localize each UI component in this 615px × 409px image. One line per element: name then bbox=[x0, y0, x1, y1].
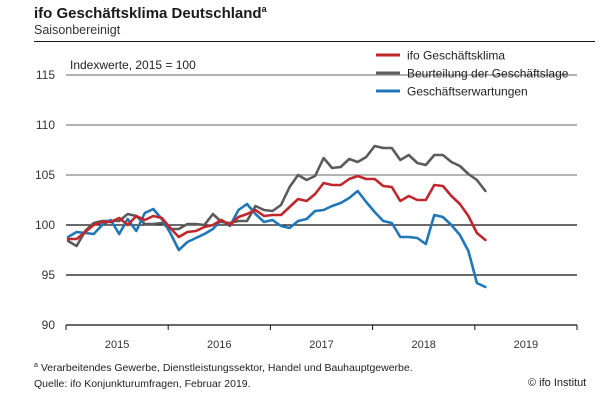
footnote-marker: a bbox=[34, 362, 38, 369]
x-tick-label: 2017 bbox=[309, 339, 333, 351]
legend-label: Geschäftserwartungen bbox=[407, 85, 528, 99]
x-tick-label: 2019 bbox=[514, 339, 538, 351]
chart-title: ifo Geschäftsklima Deutschlanda bbox=[34, 4, 267, 22]
series-lines bbox=[66, 144, 487, 289]
footnote: a Verarbeitendes Gewerbe, Dienstleistung… bbox=[34, 362, 413, 374]
source-note: Quelle: ifo Konjunkturumfragen, Februar … bbox=[34, 378, 251, 390]
y-tick-label: 115 bbox=[36, 68, 55, 82]
x-tick-label: 2015 bbox=[105, 339, 129, 351]
grid-lines bbox=[66, 74, 577, 276]
y-tick-label: 95 bbox=[42, 268, 56, 282]
copyright: © ifo Institut bbox=[528, 377, 587, 389]
chart-subtitle: Saisonbereinigt bbox=[34, 23, 121, 37]
x-tick-label: 2018 bbox=[411, 339, 435, 351]
legend: ifo Geschäftsklima Beurteilung der Geschä… bbox=[376, 49, 569, 99]
legend-label: Beurteilung der Geschäftslage bbox=[407, 67, 569, 81]
title-footnote-marker: a bbox=[261, 4, 267, 14]
header-rule bbox=[34, 41, 595, 42]
x-axis: 2015 2016 2017 2018 2019 bbox=[65, 324, 578, 351]
y-axis-ticks: 90 95 100 105 110 115 bbox=[35, 68, 55, 332]
y-tick-label: 100 bbox=[35, 218, 55, 232]
y-tick-label: 110 bbox=[36, 118, 55, 132]
y-tick-label: 105 bbox=[35, 168, 55, 182]
index-annotation: Indexwerte, 2015 = 100 bbox=[70, 58, 196, 72]
x-tick-label: 2016 bbox=[207, 339, 231, 351]
series-line-2 bbox=[66, 189, 487, 289]
y-tick-label: 90 bbox=[42, 318, 56, 332]
series-line-0 bbox=[66, 174, 487, 242]
series-line-1 bbox=[66, 144, 487, 248]
legend-label: ifo Geschäftsklima bbox=[407, 49, 505, 63]
